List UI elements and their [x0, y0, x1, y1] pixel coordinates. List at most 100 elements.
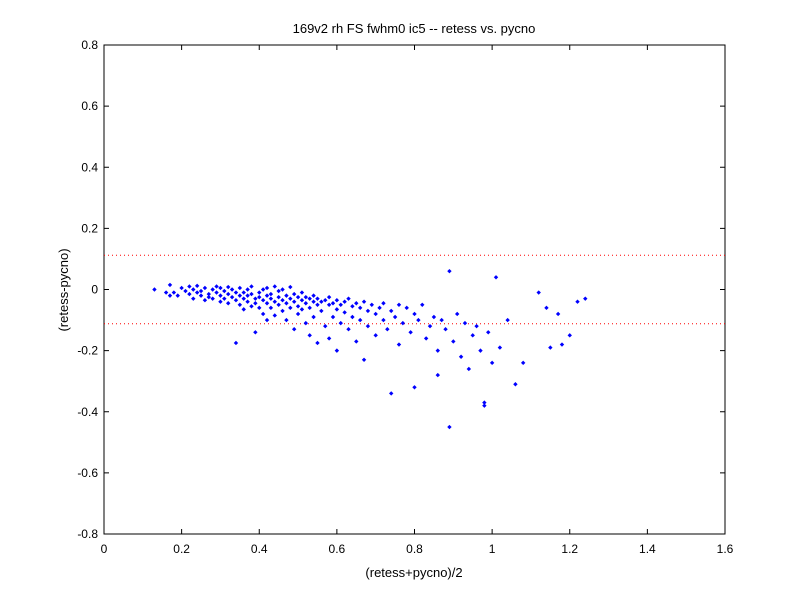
data-point [354, 339, 359, 344]
data-point [171, 290, 177, 295]
data-point [307, 296, 312, 301]
data-point [311, 314, 316, 320]
data-point [276, 288, 281, 294]
data-point [245, 287, 250, 292]
data-point [326, 294, 332, 300]
data-points [152, 268, 588, 430]
data-point [497, 345, 503, 350]
data-point [268, 296, 274, 301]
data-point [214, 284, 219, 289]
data-point [198, 288, 204, 294]
data-point [389, 391, 394, 396]
data-point [191, 296, 196, 301]
data-point [226, 291, 231, 297]
y-tick-label: 0.4 [81, 160, 98, 174]
data-point [447, 268, 452, 274]
data-point [319, 299, 324, 304]
data-point [253, 330, 258, 335]
data-point [229, 294, 235, 300]
data-point [284, 301, 289, 306]
data-point [396, 342, 402, 347]
data-point [260, 311, 266, 317]
data-point [226, 301, 231, 306]
data-point [575, 299, 580, 304]
x-tick-label: 0 [101, 542, 108, 556]
data-point [257, 290, 262, 295]
data-point [357, 305, 363, 311]
data-point [486, 330, 491, 335]
data-point [198, 293, 204, 298]
data-point [295, 304, 301, 309]
data-point [303, 320, 309, 326]
data-point [357, 317, 363, 323]
data-point [311, 299, 316, 304]
data-point [229, 287, 235, 292]
y-tick-label: -0.4 [77, 405, 98, 419]
x-tick-label: 0.6 [329, 542, 346, 556]
data-point [299, 297, 305, 303]
data-point [346, 296, 351, 301]
data-point [482, 403, 487, 408]
data-point [423, 336, 429, 341]
data-point [226, 284, 231, 290]
data-point [451, 339, 456, 344]
data-point [334, 307, 340, 312]
data-point [257, 305, 262, 311]
data-point [222, 296, 227, 301]
data-point [206, 291, 211, 297]
data-point [288, 296, 293, 301]
data-point [218, 285, 223, 291]
data-point [334, 348, 340, 353]
data-point [152, 287, 157, 292]
data-point [175, 293, 180, 298]
data-point [222, 288, 227, 294]
data-point [493, 275, 499, 280]
data-point [284, 293, 289, 298]
data-point [330, 301, 336, 306]
data-point [319, 308, 324, 314]
data-point [194, 283, 200, 289]
data-point [237, 293, 243, 298]
data-point [326, 302, 332, 307]
data-point [264, 285, 270, 291]
data-point [505, 317, 510, 323]
data-point [280, 287, 285, 292]
data-point [431, 314, 437, 320]
data-point [555, 311, 561, 317]
data-point [365, 323, 371, 329]
data-point [233, 297, 239, 303]
data-point [253, 301, 258, 306]
data-point [544, 305, 549, 311]
data-point [567, 333, 572, 338]
data-point [272, 284, 277, 289]
data-point [458, 354, 464, 359]
y-tick-label: -0.8 [77, 527, 98, 541]
data-point [350, 304, 355, 309]
y-tick-label: 0.8 [81, 38, 98, 52]
data-point [520, 360, 526, 366]
data-point [536, 290, 541, 295]
data-point [299, 307, 305, 312]
data-point [249, 304, 254, 309]
data-point [435, 348, 440, 353]
data-point [412, 311, 417, 317]
data-point [454, 311, 460, 317]
data-point [404, 305, 409, 311]
chart-title: 169v2 rh FS fwhm0 ic5 -- retess vs. pycn… [293, 21, 536, 36]
data-point [187, 291, 192, 297]
data-point [276, 294, 281, 300]
data-point [264, 317, 270, 323]
data-point [513, 382, 518, 387]
x-axis-label: (retess+pycno)/2 [365, 565, 462, 580]
data-point [295, 294, 301, 300]
plot-area [103, 44, 726, 535]
data-point [361, 357, 367, 362]
data-point [462, 320, 468, 326]
y-axis-ticks: -0.8 -0.6 -0.4 -0.2 0 0.2 0.4 0.6 0.8 [77, 38, 725, 541]
x-tick-label: 0.2 [173, 542, 190, 556]
data-point [276, 302, 281, 307]
data-point [233, 290, 239, 295]
data-point [303, 294, 309, 300]
data-point [307, 333, 312, 338]
